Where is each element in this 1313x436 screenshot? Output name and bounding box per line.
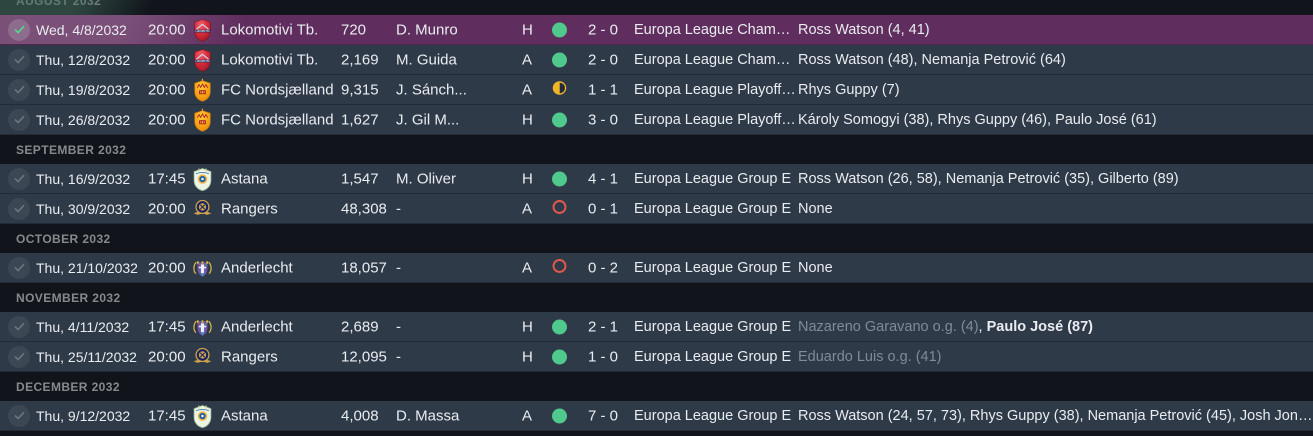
svg-text:LOKOMOTIVI: LOKOMOTIVI <box>195 30 210 32</box>
svg-text:LOKOMOTIVI: LOKOMOTIVI <box>195 60 210 62</box>
